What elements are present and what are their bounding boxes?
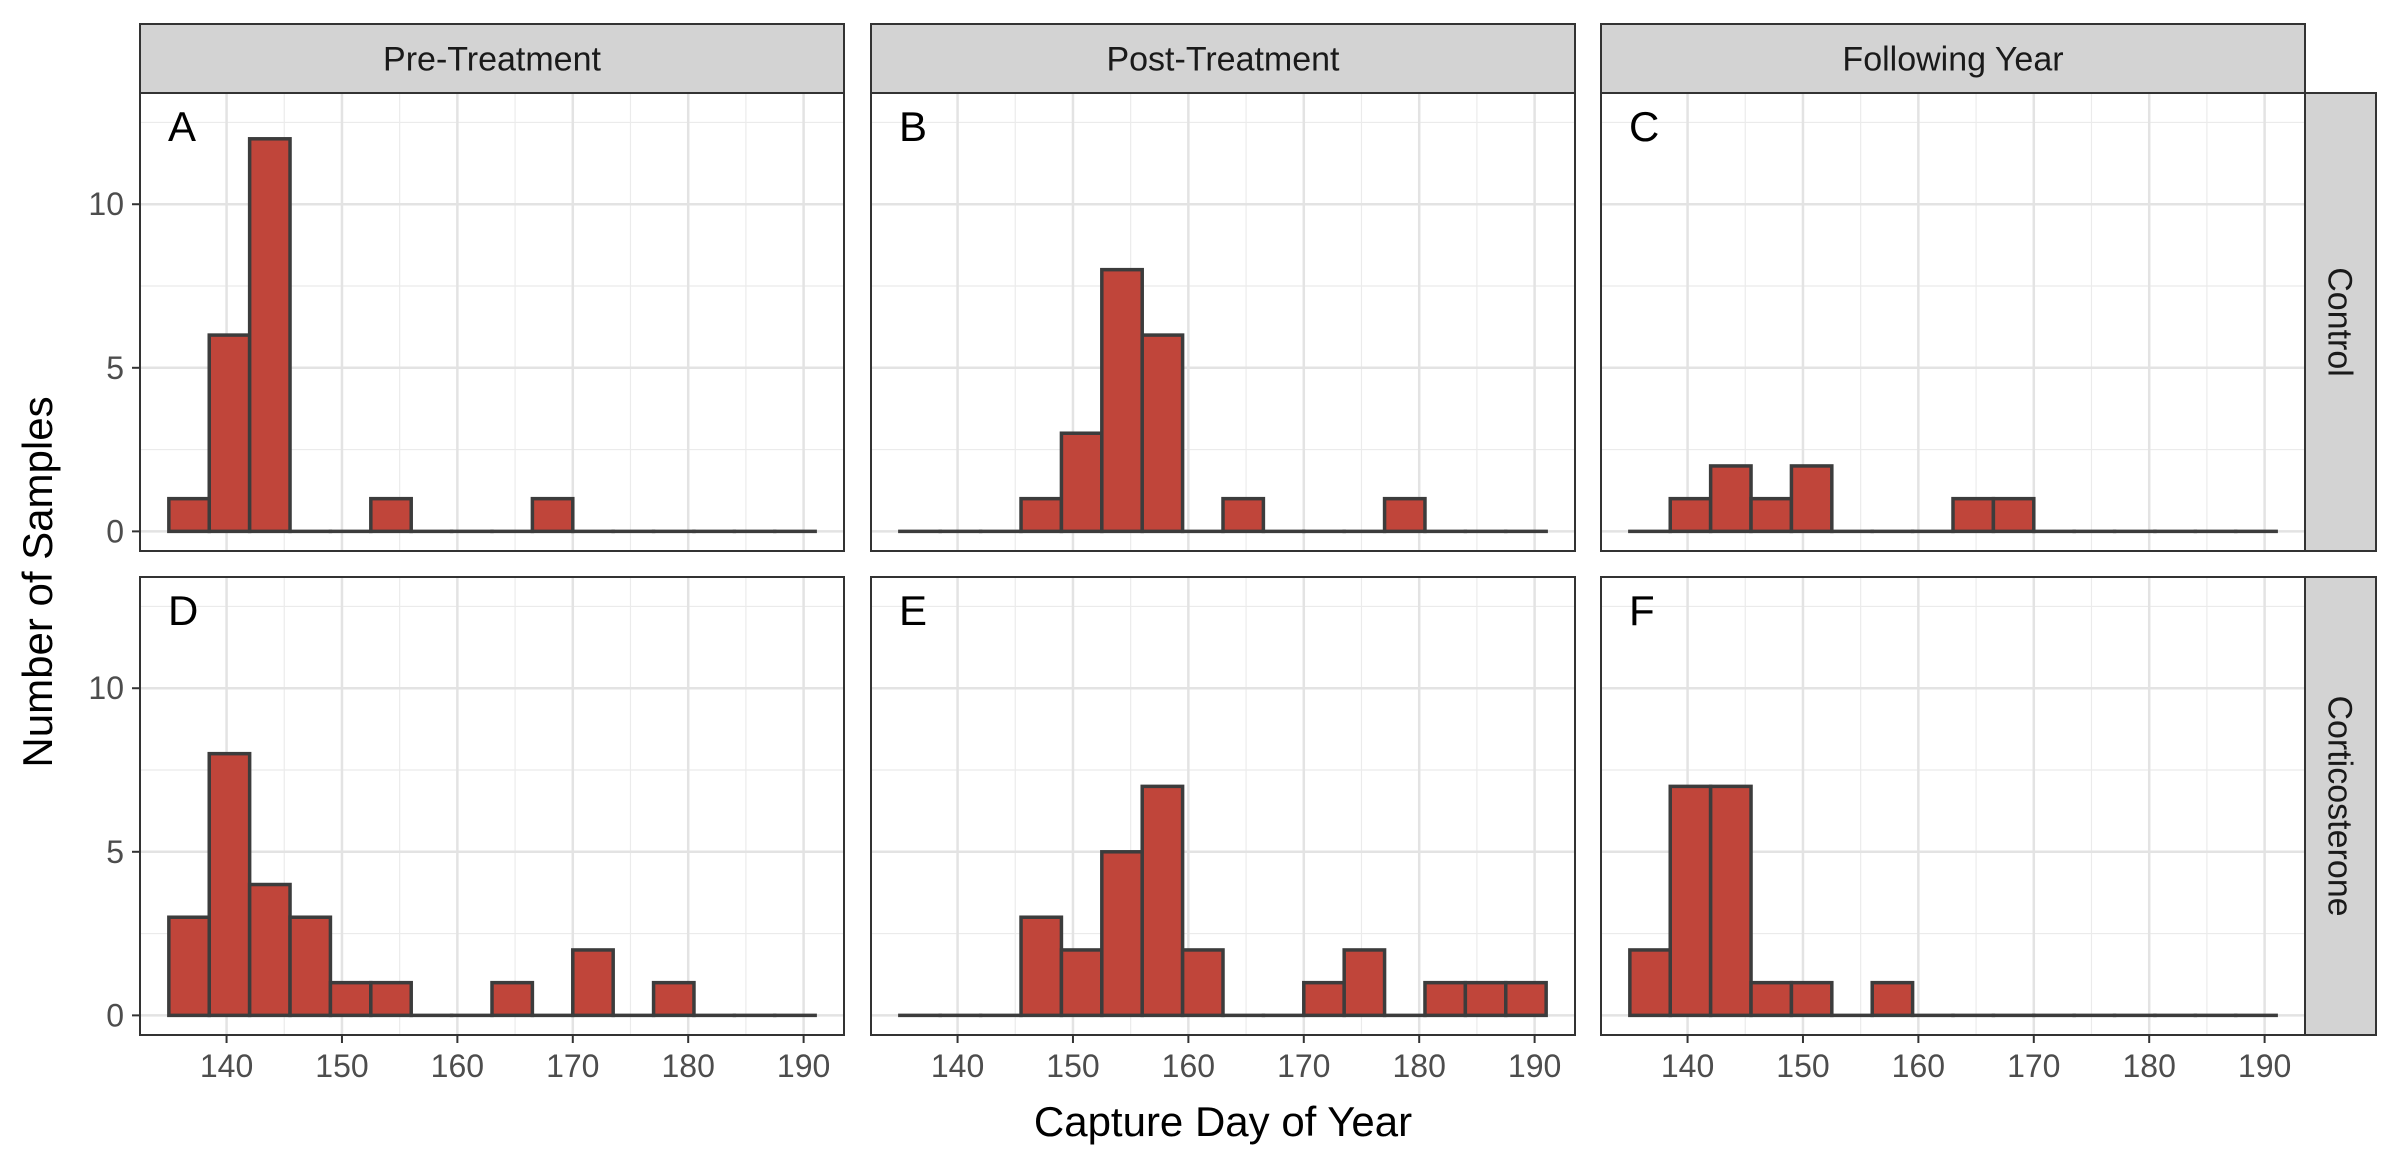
histogram-bar [1791, 983, 1831, 1016]
histogram-bar [1670, 786, 1710, 1015]
panel-label: B [899, 103, 927, 150]
histogram-bar [1791, 466, 1831, 531]
histogram-bar [1385, 499, 1425, 532]
histogram-bar [654, 983, 694, 1016]
histogram-bar [1304, 983, 1344, 1016]
histogram-bar [330, 983, 370, 1016]
y-tick-label: 0 [106, 997, 124, 1033]
x-tick-label: 140 [931, 1048, 984, 1084]
x-tick-label: 170 [1277, 1048, 1330, 1084]
histogram-bar [209, 335, 249, 531]
histogram-bar [209, 754, 249, 1016]
row-strip-label: Corticosterone [2321, 695, 2359, 916]
x-tick-label: 190 [1508, 1048, 1561, 1084]
histogram-bar [1223, 499, 1263, 532]
histogram-bar [1061, 950, 1101, 1015]
x-tick-label: 170 [2007, 1048, 2060, 1084]
histogram-bar [1344, 950, 1384, 1015]
column-strip-label: Post-Treatment [1106, 41, 1340, 79]
histogram-bar [169, 499, 209, 532]
histogram-bar [371, 499, 411, 532]
histogram-bar [290, 917, 330, 1015]
y-tick-label: 5 [106, 834, 124, 870]
x-tick-label: 140 [1661, 1048, 1714, 1084]
histogram-bar [1751, 983, 1791, 1016]
histogram-bar [1953, 499, 1993, 532]
histogram-bar [1711, 466, 1751, 531]
panel-label: F [1629, 587, 1655, 634]
x-tick-label: 180 [2123, 1048, 2176, 1084]
column-strip-label: Following Year [1842, 41, 2063, 79]
x-tick-label: 180 [1393, 1048, 1446, 1084]
panel-label: D [168, 587, 198, 634]
x-tick-label: 160 [431, 1048, 484, 1084]
histogram-bar [1142, 786, 1182, 1015]
histogram-bar [371, 983, 411, 1016]
y-tick-label: 5 [106, 350, 124, 386]
histogram-bar [1102, 270, 1142, 532]
histogram-bar [1993, 499, 2033, 532]
histogram-bar [532, 499, 572, 532]
x-tick-label: 190 [2238, 1048, 2291, 1084]
y-axis-title: Number of Samples [14, 396, 61, 767]
x-tick-label: 150 [315, 1048, 368, 1084]
x-tick-label: 180 [662, 1048, 715, 1084]
y-tick-label: 0 [106, 513, 124, 549]
histogram-bar [573, 950, 613, 1015]
x-axis-title: Capture Day of Year [1034, 1098, 1412, 1145]
x-tick-label: 150 [1046, 1048, 1099, 1084]
y-tick-label: 10 [88, 670, 124, 706]
histogram-bar [1630, 950, 1670, 1015]
histogram-bar [1506, 983, 1546, 1016]
histogram-bar [250, 139, 290, 532]
panel-label: C [1629, 103, 1659, 150]
histogram-bar [1142, 335, 1182, 531]
x-tick-label: 160 [1162, 1048, 1215, 1084]
panel-label: E [899, 587, 927, 634]
x-tick-label: 190 [777, 1048, 830, 1084]
histogram-bar [169, 917, 209, 1015]
x-tick-label: 160 [1892, 1048, 1945, 1084]
histogram-bar [1670, 499, 1710, 532]
row-strip-label: Control [2321, 267, 2359, 377]
histogram-bar [1711, 786, 1751, 1015]
y-tick-label: 10 [88, 186, 124, 222]
x-tick-label: 140 [200, 1048, 253, 1084]
histogram-bar [1425, 983, 1465, 1016]
histogram-bar [250, 885, 290, 1016]
histogram-bar [492, 983, 532, 1016]
histogram-bar [1021, 917, 1061, 1015]
panel-label: A [168, 103, 196, 150]
histogram-bar [1872, 983, 1912, 1016]
x-tick-label: 150 [1776, 1048, 1829, 1084]
histogram-bar [1061, 433, 1101, 531]
histogram-bar [1751, 499, 1791, 532]
histogram-bar [1183, 950, 1223, 1015]
histogram-bar [1102, 852, 1142, 1016]
x-tick-label: 170 [546, 1048, 599, 1084]
histogram-bar [1465, 983, 1505, 1016]
column-strip-label: Pre-Treatment [383, 41, 601, 79]
histogram-bar [1021, 499, 1061, 532]
